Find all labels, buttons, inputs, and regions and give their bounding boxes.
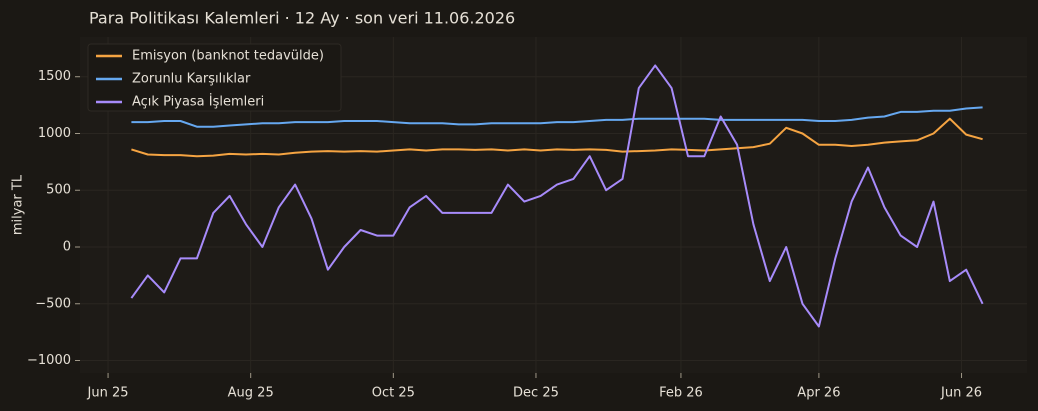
y-tick-label: 1000 <box>38 126 71 141</box>
chart-title: Para Politikası Kalemleri · 12 Ay · son … <box>89 9 515 28</box>
x-tick-label: Jun 25 <box>87 386 129 401</box>
y-tick-label: 500 <box>46 183 71 198</box>
legend-box <box>87 43 342 112</box>
y-tick-label: −500 <box>35 296 71 311</box>
x-tick-label: Jun 26 <box>940 386 982 401</box>
line-series <box>131 117 983 158</box>
line-series <box>131 106 983 128</box>
x-tick-label: Aug 25 <box>228 386 274 401</box>
legend: Emisyon (banknot tedavülde) Zorunlu Karşı… <box>87 43 342 112</box>
y-tick-label: 0 <box>63 240 71 255</box>
x-tick-label: Feb 26 <box>659 386 703 401</box>
y-tick-label: 1500 <box>38 69 71 84</box>
legend-label: Açık Piyasa İşlemleri <box>132 94 264 110</box>
y-axis-label: milyar TL <box>11 174 26 235</box>
line-series <box>130 64 984 328</box>
x-tick-label: Apr 26 <box>797 386 840 401</box>
x-tick-label: Oct 25 <box>372 386 415 401</box>
legend-label: Zorunlu Karşılıklar <box>132 72 251 87</box>
legend-label: Emisyon (banknot tedavülde) <box>132 49 324 64</box>
y-tick-label: −1000 <box>27 353 71 368</box>
x-tick-label: Dec 25 <box>513 386 559 401</box>
